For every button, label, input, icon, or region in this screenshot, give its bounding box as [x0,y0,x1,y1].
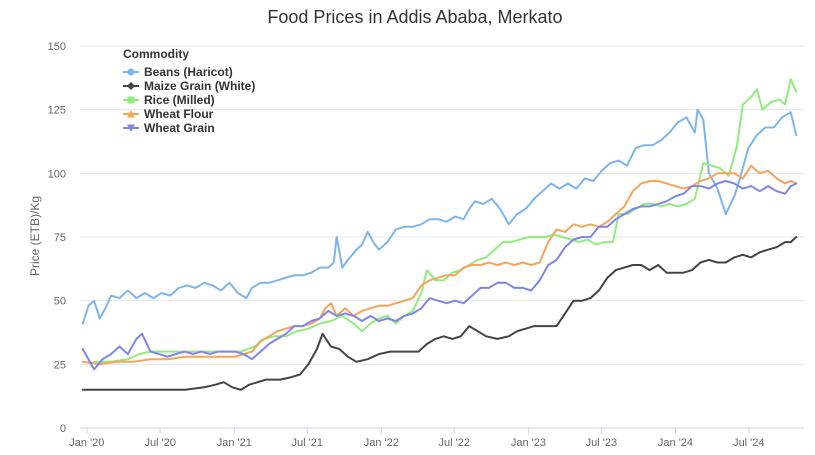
legend-label: Beans (Haricot) [144,65,233,79]
legend-label: Wheat Grain [144,121,215,135]
y-axis-ticks: 0 25 50 75 100 125 150 [48,41,66,435]
y-tick-label: 75 [54,232,66,244]
series-line-maize-grain-white [81,236,798,391]
x-tick-label: Jan '23 [511,437,546,449]
legend-item[interactable]: Rice (Milled) [123,93,215,107]
legend-marker-triangle-down-icon [127,124,135,132]
series-lines [81,78,798,391]
legend-title: Commodity [123,47,189,61]
series-line-beans-haricot [81,108,798,325]
series-line-wheat-grain [81,180,798,371]
legend-marker-circle-icon [127,68,135,76]
x-tick-label: Jul '20 [144,437,175,449]
y-tick-label: 25 [54,359,66,371]
y-axis-label: Price (ETB)/Kg [28,196,42,276]
legend-label: Wheat Flour [144,107,214,121]
x-tick-label: Jan '21 [217,437,252,449]
legend-marker-diamond-icon [127,82,135,90]
x-tick-label: Jul '22 [439,437,470,449]
legend: Commodity Beans (Haricot)Maize Grain (Wh… [123,47,255,135]
y-tick-label: 100 [48,168,66,180]
legend-label: Rice (Milled) [144,93,215,107]
legend-item[interactable]: Wheat Flour [123,107,214,121]
series-line-wheat-flour [81,164,798,366]
y-tick-label: 0 [60,423,66,435]
y-tick-label: 50 [54,296,66,308]
legend-label: Maize Grain (White) [144,79,255,93]
legend-item[interactable]: Wheat Grain [123,121,215,135]
chart-title: Food Prices in Addis Ababa, Merkato [267,7,562,27]
legend-item[interactable]: Beans (Haricot) [123,65,233,79]
x-tick-label: Jan '22 [364,437,399,449]
x-tick-label: Jan '20 [69,437,104,449]
y-tick-label: 150 [48,41,66,53]
legend-item[interactable]: Maize Grain (White) [123,79,255,93]
x-tick-label: Jul '21 [292,437,323,449]
legend-marker-square-icon [127,96,135,104]
x-tick-label: Jul '24 [733,437,764,449]
x-tick-label: Jan '24 [658,437,693,449]
series-line-rice-milled [93,78,798,363]
grid-lines [80,45,804,365]
legend-marker-triangle-icon [127,110,135,118]
x-tick-label: Jul '23 [586,437,617,449]
y-tick-label: 125 [48,105,66,117]
x-axis-ticks: Jan '20 Jul '20 Jan '21 Jul '21 Jan '22 Jul '… [69,428,765,449]
